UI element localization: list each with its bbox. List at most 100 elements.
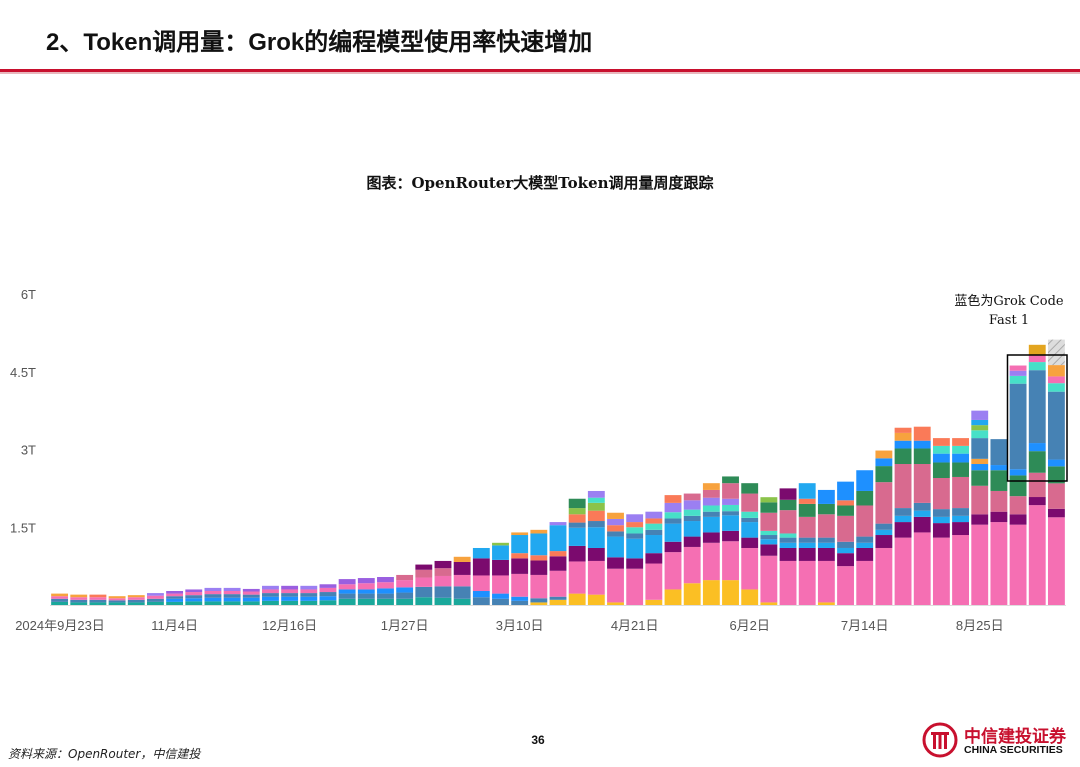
bar-segment-coral (587, 510, 605, 522)
bar-segment-lavender (1009, 370, 1027, 376)
bar-segment-purple (1009, 514, 1027, 525)
week-bar (1009, 365, 1027, 605)
bar-segment-purple (702, 532, 720, 543)
bar-segment-blue (242, 597, 260, 602)
bar-segment-rose (779, 510, 797, 534)
bar-segment-orange (971, 458, 989, 465)
bar-segment-pink (377, 582, 394, 589)
bar-segment-purple (722, 530, 739, 542)
week-bar (281, 585, 299, 605)
bar-segment-steel (204, 594, 222, 598)
bar-segment-steel (166, 596, 184, 599)
bar-segment-yellow (530, 602, 548, 605)
week-bar (300, 585, 318, 605)
bar-segment-pink (1047, 376, 1065, 384)
bar-segment-purple (1028, 497, 1046, 506)
bar-segment-yellow (568, 593, 586, 605)
bar-segment-yellow (817, 602, 835, 605)
bar-segment-pink (300, 589, 318, 594)
bar-segment-green (990, 470, 1008, 491)
bar-segment-pink (760, 555, 778, 603)
bar-segment-gray (1047, 339, 1065, 366)
bar-segment-purple (741, 537, 759, 548)
bar-segment-purple (760, 544, 778, 556)
bar-segment-lime (971, 425, 989, 431)
bar-segment-mint (952, 445, 969, 454)
bar-segment-blue (262, 596, 279, 601)
bar-segment-pink (242, 591, 260, 595)
bar-segment-purple (472, 558, 490, 576)
bar-segment-violet (319, 584, 337, 588)
bar-segment-rose (415, 569, 433, 578)
bar-segment-steel (990, 439, 1008, 466)
bar-segment-sky (722, 515, 739, 531)
bar-segment-blue (472, 591, 490, 598)
y-tick-label: 1.5T (10, 520, 36, 535)
bar-segment-green (1028, 451, 1046, 473)
bar-segment-steel (357, 593, 375, 599)
bar-segment-sky (607, 536, 624, 558)
week-bar (817, 489, 835, 605)
bar-segment-rose (434, 568, 452, 576)
bar-segment-lime (492, 542, 509, 546)
bar-segment-mint (645, 523, 663, 530)
bar-segment-coral (837, 500, 854, 506)
bar-segment-rose (702, 489, 720, 498)
bar-segment-mint (1047, 383, 1065, 392)
week-bar (607, 512, 624, 605)
bar-segment-pink (875, 547, 893, 605)
bar-segment-pink (990, 522, 1008, 605)
bar-segment-steel (779, 537, 797, 543)
week-bar (760, 497, 778, 605)
bar-segment-violet (338, 579, 356, 585)
bar-segment-pink (51, 596, 69, 599)
bar-segment-steel (760, 535, 778, 540)
bar-segment-purple (856, 547, 874, 561)
bar-segment-steel (147, 598, 164, 602)
bar-segment-yellow (702, 580, 720, 605)
bar-segment-sky (472, 547, 490, 559)
bar-segment-coral (607, 525, 624, 532)
bar-segment-teal (453, 598, 471, 605)
bar-segment-steel (568, 522, 586, 528)
bar-segment-sky (856, 542, 874, 548)
week-bar (971, 410, 989, 605)
chart-title: 图表：OpenRouter大模型Token调用量周度跟踪 (366, 174, 714, 192)
week-bar (856, 470, 874, 605)
bar-segment-pink (817, 560, 835, 603)
bar-segment-blue (817, 489, 835, 504)
bar-segment-rose (1009, 496, 1027, 515)
bar-segment-steel (1047, 391, 1065, 460)
bar-segment-steel (626, 533, 644, 539)
bar-segment-steel (415, 586, 433, 598)
bar-segment-lavender (702, 497, 720, 506)
x-tick-label: 7月14日 (841, 618, 889, 633)
bar-segment-rose (1047, 483, 1065, 509)
bar-segment-sky (549, 525, 567, 552)
bar-segment-lime (587, 502, 605, 511)
bar-segment-purple (1047, 508, 1065, 518)
bar-segment-green (779, 499, 797, 511)
bar-segment-sky (798, 542, 816, 548)
week-bar (894, 427, 912, 605)
week-bar (683, 493, 701, 605)
bar-segment-blue (837, 481, 854, 501)
bar-segment-teal (223, 601, 241, 605)
bar-segment-teal (377, 598, 394, 605)
bar-segment-green (798, 503, 816, 517)
bar-segment-pink (108, 598, 126, 601)
bar-segment-pink (683, 546, 701, 584)
bar-segment-sky (645, 535, 663, 554)
bar-segment-blue (204, 597, 222, 602)
week-bar (1028, 344, 1046, 605)
bar-segment-violet (377, 577, 394, 583)
bar-segment-purple (913, 516, 931, 533)
bar-segment-pink (741, 547, 759, 590)
bar-segment-coral (913, 426, 931, 441)
bar-segment-purple (549, 556, 567, 571)
bar-segment-steel (51, 598, 69, 602)
bar-segment-teal (108, 602, 126, 605)
bar-segment-steel (492, 598, 509, 605)
bar-segment-steel (511, 600, 529, 605)
